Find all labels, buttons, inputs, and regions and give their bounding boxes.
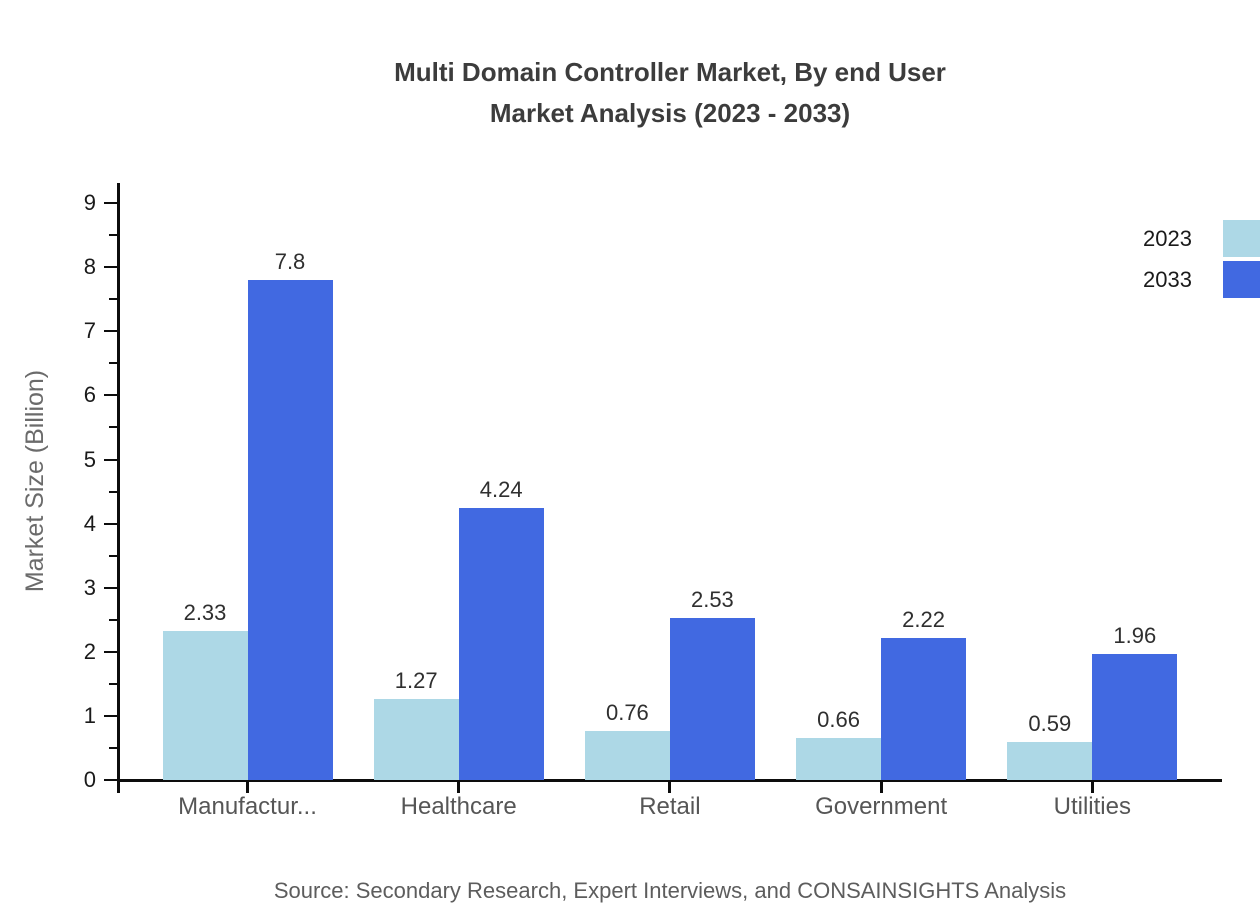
- y-axis-tick-label: 1: [83, 702, 96, 728]
- bar-2023-retail: [584, 731, 670, 780]
- bar-value-label: 2.53: [690, 586, 734, 612]
- y-axis-minor-tick: [109, 362, 118, 365]
- y-axis-tick-label: 9: [83, 190, 96, 216]
- y-axis-tick: [104, 458, 118, 461]
- bar-2033-utilities: [1092, 654, 1178, 780]
- bar-value-label: 2.33: [183, 599, 227, 625]
- y-axis-minor-tick: [109, 490, 118, 493]
- bar-value-label: 1.27: [394, 667, 438, 693]
- legend-label-2033: 2033: [1143, 266, 1192, 292]
- y-axis-tick-label: 7: [83, 318, 96, 344]
- chart-title-line1: Multi Domain Controller Market, By end U…: [394, 57, 946, 87]
- bar-value-label: 0.59: [1028, 711, 1072, 737]
- bar-value-label: 0.76: [605, 700, 649, 726]
- bar-2033-government: [881, 637, 967, 780]
- y-axis-tick-label: 5: [83, 446, 96, 472]
- bar-value-label: 2.22: [902, 606, 945, 632]
- x-category-label: Government: [815, 793, 948, 820]
- y-axis-tick: [104, 394, 118, 397]
- y-axis-tick: [104, 202, 118, 205]
- y-axis-tick: [104, 714, 118, 717]
- x-axis-tick: [1090, 780, 1094, 793]
- bar-2033-healthcare: [458, 508, 544, 780]
- x-axis-tick: [879, 780, 883, 793]
- y-axis-minor-tick: [109, 746, 118, 749]
- y-axis-tick: [104, 779, 118, 781]
- y-axis-tick-label: 4: [83, 510, 96, 536]
- bar-2023-healthcare: [373, 698, 459, 780]
- x-category-label: Retail: [639, 793, 701, 820]
- bar-2033-retail: [669, 617, 755, 780]
- x-axis-tick: [457, 780, 461, 793]
- legend: 2023 2033: [1143, 218, 1260, 300]
- x-category-label: Utilities: [1053, 793, 1131, 820]
- bar-2033-manufactur: [247, 280, 333, 780]
- y-axis-minor-tick: [109, 554, 118, 557]
- y-axis-minor-tick: [109, 682, 118, 685]
- y-axis-minor-tick: [109, 234, 118, 237]
- y-axis-tick-label: 3: [83, 574, 96, 600]
- bar-value-label: 4.24: [479, 477, 523, 503]
- legend-item-2023: 2023: [1143, 218, 1260, 259]
- y-axis-minor-tick: [109, 298, 118, 301]
- y-axis-tick-label: 6: [83, 382, 96, 408]
- y-axis-tick-label: 0: [83, 767, 96, 792]
- bar-2023-government: [796, 737, 882, 780]
- source-note: Source: Secondary Research, Expert Inter…: [273, 878, 1067, 903]
- chart-title-line2: Market Analysis (2023 - 2033): [489, 98, 851, 128]
- y-axis-line: [117, 183, 120, 793]
- y-axis-tick: [104, 266, 118, 269]
- legend-swatch-2033: [1223, 261, 1260, 298]
- chart-title: Multi Domain Controller Market, By end U…: [80, 52, 1260, 134]
- x-category-label: Healthcare: [400, 793, 517, 820]
- y-axis-tick: [104, 330, 118, 333]
- bar-2023-manufactur: [162, 630, 248, 780]
- x-axis-tick: [246, 780, 249, 793]
- x-axis-tick: [668, 780, 672, 793]
- y-axis-tick-label: 2: [83, 638, 96, 664]
- bar-value-label: 7.8: [274, 249, 306, 275]
- bar-2023-utilities: [1007, 742, 1093, 780]
- y-axis-minor-tick: [109, 618, 118, 621]
- y-axis-tick: [104, 522, 118, 525]
- y-axis-minor-tick: [109, 426, 118, 429]
- y-axis-tick-label: 8: [83, 254, 96, 280]
- legend-label-2023: 2023: [1143, 225, 1192, 251]
- bar-value-label: 1.96: [1113, 623, 1157, 649]
- x-category-label: Manufactur...: [178, 793, 317, 820]
- y-axis-tick: [104, 586, 118, 589]
- y-axis-title: Market Size (Billion): [21, 369, 49, 593]
- legend-swatch-2023: [1223, 220, 1260, 257]
- legend-item-2033: 2033: [1143, 259, 1260, 300]
- bar-value-label: 0.66: [817, 706, 860, 732]
- y-axis-tick: [104, 650, 118, 653]
